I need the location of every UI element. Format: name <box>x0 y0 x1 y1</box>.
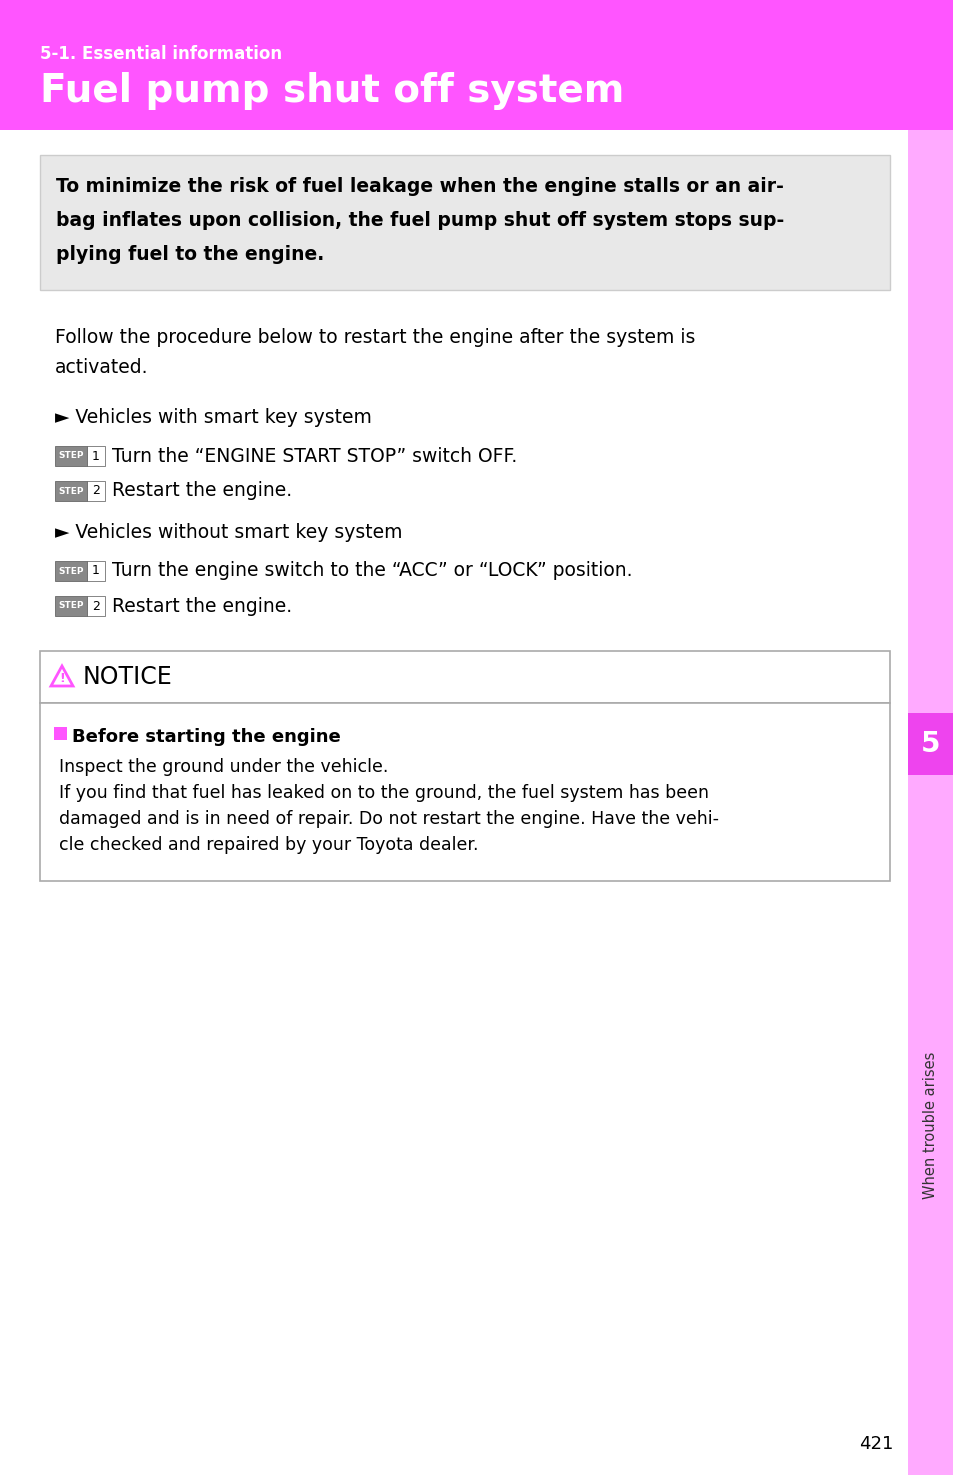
FancyBboxPatch shape <box>907 0 953 130</box>
Text: !: ! <box>59 671 65 684</box>
Text: bag inflates upon collision, the fuel pump shut off system stops sup-: bag inflates upon collision, the fuel pu… <box>56 211 783 230</box>
Text: cle checked and repaired by your Toyota dealer.: cle checked and repaired by your Toyota … <box>59 836 478 854</box>
FancyBboxPatch shape <box>54 727 67 740</box>
FancyBboxPatch shape <box>40 704 889 881</box>
Text: Follow the procedure below to restart the engine after the system is: Follow the procedure below to restart th… <box>55 327 695 347</box>
FancyBboxPatch shape <box>907 0 953 1475</box>
Text: STEP: STEP <box>58 451 84 460</box>
Text: Inspect the ground under the vehicle.: Inspect the ground under the vehicle. <box>59 758 388 776</box>
Text: STEP: STEP <box>58 602 84 611</box>
Text: To minimize the risk of fuel leakage when the engine stalls or an air-: To minimize the risk of fuel leakage whe… <box>56 177 783 196</box>
FancyBboxPatch shape <box>40 650 889 704</box>
Text: NOTICE: NOTICE <box>83 665 172 689</box>
Text: ► Vehicles with smart key system: ► Vehicles with smart key system <box>55 409 372 426</box>
Text: STEP: STEP <box>58 566 84 575</box>
Text: activated.: activated. <box>55 358 149 378</box>
Text: 1: 1 <box>92 450 100 463</box>
Text: When trouble arises: When trouble arises <box>923 1052 938 1199</box>
Text: Turn the “ENGINE START STOP” switch OFF.: Turn the “ENGINE START STOP” switch OFF. <box>112 447 517 466</box>
FancyBboxPatch shape <box>55 481 87 502</box>
Text: STEP: STEP <box>58 487 84 496</box>
Text: 5-1. Essential information: 5-1. Essential information <box>40 46 282 63</box>
Text: 2: 2 <box>92 484 100 497</box>
FancyBboxPatch shape <box>55 560 87 581</box>
FancyBboxPatch shape <box>40 155 889 291</box>
FancyBboxPatch shape <box>87 596 105 617</box>
Text: 5: 5 <box>921 730 940 758</box>
FancyBboxPatch shape <box>0 0 907 130</box>
Text: ► Vehicles without smart key system: ► Vehicles without smart key system <box>55 524 402 541</box>
FancyBboxPatch shape <box>87 560 105 581</box>
Text: Restart the engine.: Restart the engine. <box>112 596 292 615</box>
Text: Turn the engine switch to the “ACC” or “LOCK” position.: Turn the engine switch to the “ACC” or “… <box>112 562 632 581</box>
FancyBboxPatch shape <box>55 445 87 466</box>
Text: Before starting the engine: Before starting the engine <box>71 729 340 746</box>
FancyBboxPatch shape <box>907 712 953 774</box>
Text: plying fuel to the engine.: plying fuel to the engine. <box>56 245 324 264</box>
Text: 2: 2 <box>92 599 100 612</box>
FancyBboxPatch shape <box>87 445 105 466</box>
Text: Restart the engine.: Restart the engine. <box>112 481 292 500</box>
Text: damaged and is in need of repair. Do not restart the engine. Have the vehi-: damaged and is in need of repair. Do not… <box>59 810 719 827</box>
Text: If you find that fuel has leaked on to the ground, the fuel system has been: If you find that fuel has leaked on to t… <box>59 785 708 802</box>
Text: 1: 1 <box>92 565 100 578</box>
Text: Fuel pump shut off system: Fuel pump shut off system <box>40 72 623 111</box>
FancyBboxPatch shape <box>55 596 87 617</box>
Text: 421: 421 <box>858 1435 892 1453</box>
FancyBboxPatch shape <box>87 481 105 502</box>
